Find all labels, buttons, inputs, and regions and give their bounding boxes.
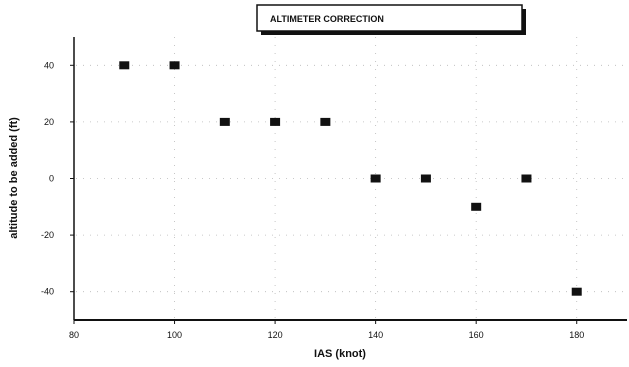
data-points	[119, 61, 582, 296]
x-tick-label: 180	[569, 330, 584, 340]
tick-labels: 40 20 0 -20 -40 80 100 120 140 160 180	[41, 60, 584, 340]
chart-title: ALTIMETER CORRECTION	[270, 14, 384, 24]
data-point	[119, 61, 130, 70]
data-point	[270, 117, 281, 126]
grid-lines	[76, 37, 627, 318]
x-tick-label: 140	[368, 330, 383, 340]
data-point	[521, 174, 532, 183]
y-tick-label: -40	[41, 287, 54, 297]
axes	[70, 37, 627, 324]
data-point	[471, 202, 482, 211]
y-tick-label: -20	[41, 230, 54, 240]
y-axis-label: altitude to be added (ft)	[8, 117, 20, 239]
data-point	[169, 61, 180, 70]
x-tick-label: 80	[69, 330, 79, 340]
x-tick-label: 100	[167, 330, 182, 340]
chart-title-frame	[256, 4, 523, 32]
data-point	[370, 174, 381, 183]
chart-title-box: ALTIMETER CORRECTION	[256, 4, 526, 35]
data-point	[219, 117, 230, 126]
x-axis-label: IAS (knot)	[314, 348, 366, 360]
y-tick-label: 40	[44, 60, 54, 70]
data-point	[420, 174, 431, 183]
x-tick-label: 160	[469, 330, 484, 340]
data-point	[571, 287, 582, 296]
y-tick-label: 20	[44, 117, 54, 127]
x-tick-label: 120	[268, 330, 283, 340]
data-point	[320, 117, 331, 126]
y-tick-label: 0	[49, 174, 54, 184]
